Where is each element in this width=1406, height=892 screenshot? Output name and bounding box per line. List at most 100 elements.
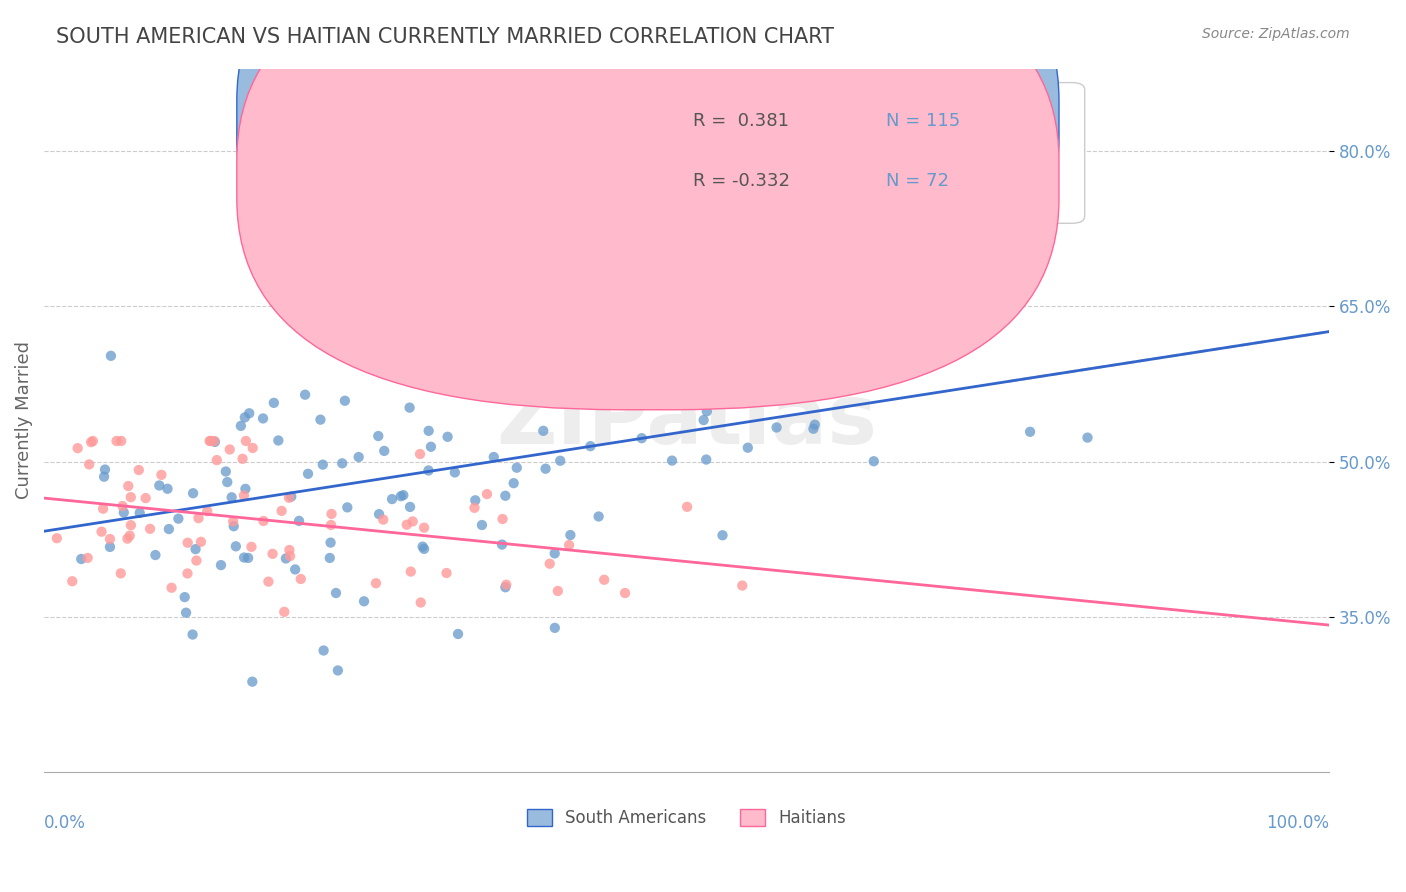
Point — [229, 418, 252, 433]
Point — [117, 532, 139, 546]
FancyBboxPatch shape — [596, 83, 1084, 223]
Point — [186, 553, 208, 567]
Point — [544, 546, 567, 560]
Point — [278, 543, 301, 558]
Point — [284, 562, 307, 576]
Point — [222, 519, 245, 533]
Point — [217, 475, 239, 489]
Point — [294, 387, 316, 401]
Point — [367, 429, 389, 443]
Point — [273, 605, 295, 619]
Point — [319, 551, 342, 566]
Point — [695, 347, 717, 361]
Point — [413, 521, 436, 535]
Point — [399, 500, 422, 514]
Point — [547, 370, 569, 384]
Point — [801, 422, 824, 436]
Point — [204, 434, 226, 449]
Point — [148, 478, 170, 492]
Point — [270, 504, 292, 518]
Point — [508, 341, 530, 355]
Point — [661, 453, 683, 467]
Point — [593, 573, 616, 587]
Text: ZIPatlas: ZIPatlas — [496, 380, 877, 461]
Point — [495, 577, 517, 591]
Point — [862, 454, 884, 468]
Point — [420, 440, 443, 454]
Point — [181, 627, 204, 641]
Point — [588, 509, 610, 524]
Point — [174, 606, 197, 620]
Point — [120, 490, 142, 504]
Point — [90, 524, 112, 539]
Point — [420, 344, 443, 359]
Point — [215, 465, 238, 479]
Point — [187, 511, 209, 525]
Point — [475, 487, 498, 501]
Point — [436, 430, 458, 444]
Point — [381, 492, 404, 507]
Point — [558, 538, 581, 552]
Point — [274, 551, 297, 566]
Point — [389, 489, 412, 503]
Point — [235, 434, 257, 448]
Point — [534, 461, 557, 475]
Point — [117, 479, 139, 493]
Point — [190, 534, 212, 549]
Point — [278, 549, 301, 563]
Point — [482, 450, 505, 464]
Point — [77, 458, 100, 472]
Point — [319, 518, 342, 533]
Point — [731, 578, 754, 592]
Point — [184, 542, 207, 557]
Point — [560, 528, 582, 542]
Point — [110, 434, 132, 448]
Text: N = 115: N = 115 — [886, 112, 960, 130]
Point — [494, 580, 516, 594]
Text: 0.0%: 0.0% — [44, 814, 86, 832]
Point — [412, 540, 434, 554]
Point — [240, 540, 263, 554]
Point — [145, 548, 167, 562]
Point — [544, 621, 567, 635]
Point — [502, 476, 524, 491]
Point — [330, 456, 353, 470]
Point — [238, 406, 260, 420]
Point — [118, 529, 141, 543]
Point — [167, 511, 190, 525]
Point — [198, 434, 221, 448]
Point — [45, 531, 67, 545]
Point — [91, 501, 114, 516]
Point — [242, 441, 264, 455]
Point — [112, 506, 135, 520]
Point — [181, 486, 204, 500]
Point — [66, 441, 89, 455]
Point — [135, 491, 157, 505]
Point — [352, 358, 374, 372]
Point — [583, 319, 606, 334]
Point — [364, 576, 387, 591]
Point — [506, 460, 529, 475]
Point — [252, 514, 274, 528]
Point — [76, 550, 98, 565]
Y-axis label: Currently Married: Currently Married — [15, 342, 32, 500]
Point — [558, 359, 581, 373]
Point — [98, 532, 121, 546]
Point — [398, 401, 420, 415]
Point — [222, 515, 245, 529]
Point — [173, 590, 195, 604]
Point — [444, 466, 467, 480]
Point — [120, 518, 142, 533]
Point — [676, 500, 699, 514]
Point — [711, 528, 734, 542]
Point — [321, 507, 343, 521]
Point — [368, 507, 391, 521]
Point — [402, 515, 425, 529]
Point — [453, 277, 475, 291]
Point — [156, 482, 179, 496]
Point — [240, 674, 263, 689]
Point — [1076, 431, 1098, 445]
Point — [373, 443, 395, 458]
Point — [231, 451, 253, 466]
Point — [737, 441, 759, 455]
